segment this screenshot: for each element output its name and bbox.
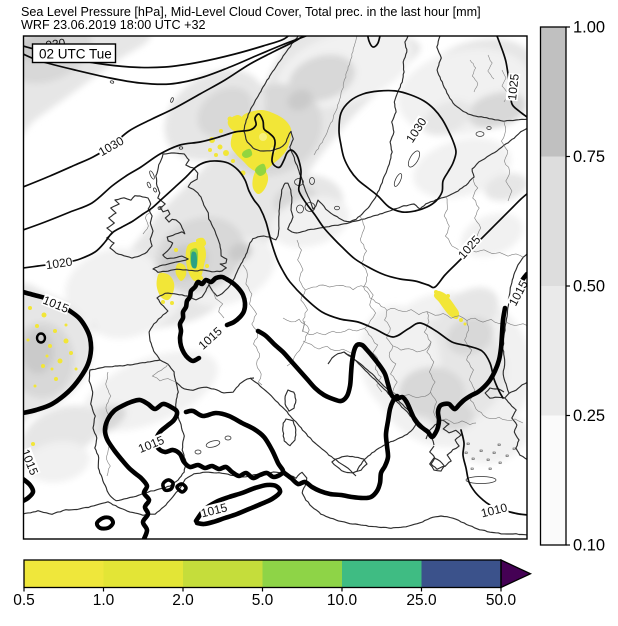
- svg-text:2.0: 2.0: [172, 592, 194, 609]
- svg-text:1020: 1020: [45, 255, 74, 273]
- svg-text:1.00: 1.00: [573, 19, 605, 37]
- svg-text:1010: 1010: [479, 500, 509, 520]
- svg-text:WRF 23.06.2019 18:00 UTC +32: WRF 23.06.2019 18:00 UTC +32: [21, 18, 205, 32]
- svg-text:1.0: 1.0: [93, 592, 115, 609]
- svg-text:1015: 1015: [199, 500, 229, 520]
- svg-text:0.10: 0.10: [573, 537, 605, 555]
- svg-text:0.75: 0.75: [573, 148, 605, 166]
- svg-text:25.0: 25.0: [406, 592, 437, 609]
- svg-text:0.25: 0.25: [573, 407, 605, 425]
- svg-text:5.0: 5.0: [252, 592, 274, 609]
- svg-text:50.0: 50.0: [486, 592, 517, 609]
- svg-text:0.50: 0.50: [573, 278, 605, 296]
- svg-text:1025: 1025: [505, 73, 522, 101]
- svg-text:02 UTC Tue: 02 UTC Tue: [39, 47, 112, 62]
- svg-text:10.0: 10.0: [327, 592, 358, 609]
- svg-text:0.5: 0.5: [13, 592, 35, 609]
- svg-text:Sea Level Pressure [hPa], Mid-: Sea Level Pressure [hPa], Mid-Level Clou…: [21, 5, 481, 19]
